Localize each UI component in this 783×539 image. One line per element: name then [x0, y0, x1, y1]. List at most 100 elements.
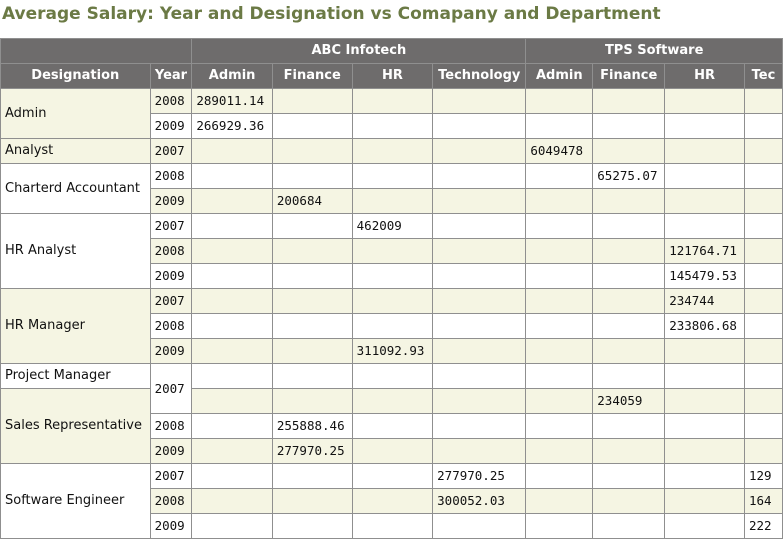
table-row: Admin 2008 289011.14 [0, 88, 783, 139]
designation-cell: Project Manager [0, 363, 151, 389]
table-row: Charterd Accountant 2008 65275.07 [0, 163, 783, 214]
year-cell: 2009 [149, 438, 193, 464]
value-cell [432, 363, 527, 389]
value-cell: 289011.14 [191, 88, 273, 114]
table-row: Sales Representative 234059 [0, 388, 783, 464]
value-cell [432, 88, 527, 114]
designation-cell: Sales Representative [0, 388, 151, 464]
table-row: 2009 266929.36 [1, 113, 783, 139]
value-cell [743, 188, 783, 214]
value-cell [271, 288, 353, 314]
dept-header[interactable]: Admin [191, 63, 273, 89]
value-cell [191, 438, 273, 464]
value-cell [743, 138, 783, 164]
value-cell [743, 238, 783, 264]
value-cell [271, 463, 353, 489]
value-cell [592, 263, 666, 289]
dept-header[interactable]: Finance [592, 63, 666, 89]
value-cell [743, 113, 783, 139]
value-cell [351, 163, 434, 189]
value-cell [191, 488, 273, 514]
value-cell [191, 263, 273, 289]
dept-header[interactable]: HR [351, 63, 434, 89]
year-cell: 2009 [149, 113, 193, 139]
value-cell [271, 513, 353, 539]
value-cell: 277970.25 [271, 438, 353, 464]
value-cell [525, 88, 594, 114]
value-cell [592, 213, 666, 239]
value-cell [191, 138, 273, 164]
year-cell: 2008 [149, 163, 193, 189]
dept-header[interactable]: Tec [743, 63, 783, 89]
value-cell [432, 188, 527, 214]
year-cell: 2008 [149, 313, 193, 339]
value-cell [592, 463, 666, 489]
value-cell [525, 513, 594, 539]
value-cell [191, 313, 273, 339]
value-cell [432, 438, 527, 464]
value-cell: 129 [743, 463, 783, 489]
value-cell [664, 138, 745, 164]
year-cell: 2008 [149, 238, 193, 264]
value-cell [592, 363, 666, 389]
value-cell [743, 413, 783, 439]
company-header-tps[interactable]: TPS Software [525, 38, 783, 64]
value-cell [351, 138, 434, 164]
value-cell [351, 388, 434, 414]
value-cell [271, 313, 353, 339]
value-cell [664, 388, 745, 414]
value-cell [525, 488, 594, 514]
year-header[interactable]: Year [149, 63, 193, 89]
table-row: Software Engineer 2007 277970.25 129 [0, 463, 783, 539]
value-cell [743, 438, 783, 464]
value-cell: 6049478 [525, 138, 594, 164]
value-cell [271, 213, 353, 239]
designation-cell: Admin [0, 88, 151, 139]
table-row: 2008 300052.03 164 [1, 488, 783, 514]
value-cell [525, 363, 594, 389]
value-cell [191, 463, 273, 489]
value-cell: 255888.46 [271, 413, 353, 439]
company-header-abc[interactable]: ABC Infotech [191, 38, 527, 64]
value-cell [525, 313, 594, 339]
value-cell [191, 238, 273, 264]
value-cell [191, 513, 273, 539]
value-cell [432, 113, 527, 139]
value-cell [743, 263, 783, 289]
value-cell [432, 413, 527, 439]
designation-header[interactable]: Designation [0, 63, 151, 89]
value-cell [743, 213, 783, 239]
dept-header[interactable]: Admin [525, 63, 594, 89]
dept-header[interactable]: Technology [432, 63, 527, 89]
value-cell [592, 88, 666, 114]
value-cell [664, 413, 745, 439]
value-cell: 200684 [271, 188, 353, 214]
value-cell: 300052.03 [432, 488, 527, 514]
value-cell [351, 438, 434, 464]
value-cell [271, 388, 353, 414]
year-cell: 2007 [149, 288, 193, 314]
table-row: 2008 233806.68 [1, 313, 783, 339]
designation-cell: HR Analyst [0, 213, 151, 289]
value-cell [271, 363, 353, 389]
value-cell [743, 338, 783, 364]
value-cell [191, 338, 273, 364]
corner-header [0, 38, 193, 64]
value-cell [432, 513, 527, 539]
dept-header[interactable]: Finance [271, 63, 353, 89]
table-row: HR Manager 2007 234744 [0, 288, 783, 364]
value-cell [271, 113, 353, 139]
value-cell [592, 138, 666, 164]
value-cell: 234059 [592, 388, 666, 414]
value-cell [351, 488, 434, 514]
value-cell [432, 213, 527, 239]
year-cell: 2007 [149, 138, 193, 164]
value-cell [664, 338, 745, 364]
value-cell [432, 263, 527, 289]
value-cell [664, 488, 745, 514]
year-cell: 2007 [149, 463, 193, 489]
value-cell [592, 338, 666, 364]
value-cell [525, 463, 594, 489]
value-cell: 233806.68 [664, 313, 745, 339]
dept-header[interactable]: HR [664, 63, 745, 89]
